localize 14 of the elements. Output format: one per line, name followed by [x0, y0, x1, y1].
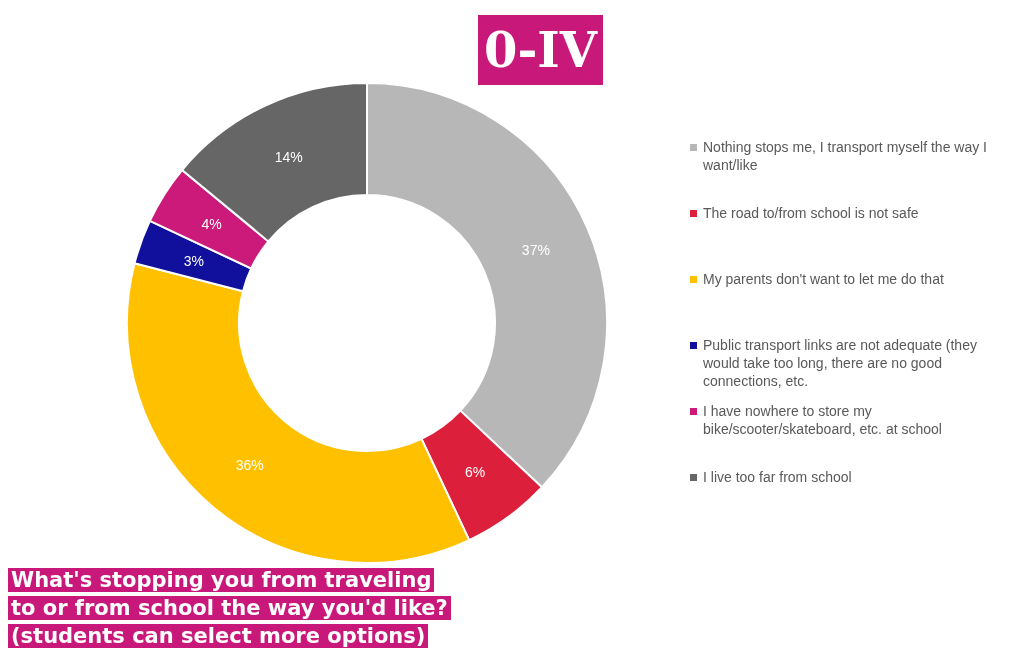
- data-label: 3%: [183, 252, 204, 269]
- data-label: 37%: [521, 241, 550, 258]
- data-label: 14%: [274, 148, 303, 165]
- legend-label: Nothing stops me, I transport myself the way I want/like: [703, 138, 988, 174]
- legend-label: The road to/from school is not safe: [703, 204, 919, 222]
- data-label: 4%: [201, 216, 222, 233]
- chart-title: 0-IV: [478, 15, 604, 85]
- legend-label: I have nowhere to store my bike/scooter/skateboard, etc. at school: [703, 402, 943, 438]
- legend-label: My parents don't want to let me do that: [703, 270, 944, 288]
- data-label: 6%: [465, 463, 486, 480]
- data-label: 36%: [235, 456, 264, 473]
- text: What's stopping you from traveling to or from school the way you'd like? (students can select more options): [8, 568, 451, 648]
- legend-label: I live too far from school: [703, 468, 852, 486]
- legend-label: Public transport links are not adequate (they would take too long, there are no good connections, etc.: [703, 336, 978, 390]
